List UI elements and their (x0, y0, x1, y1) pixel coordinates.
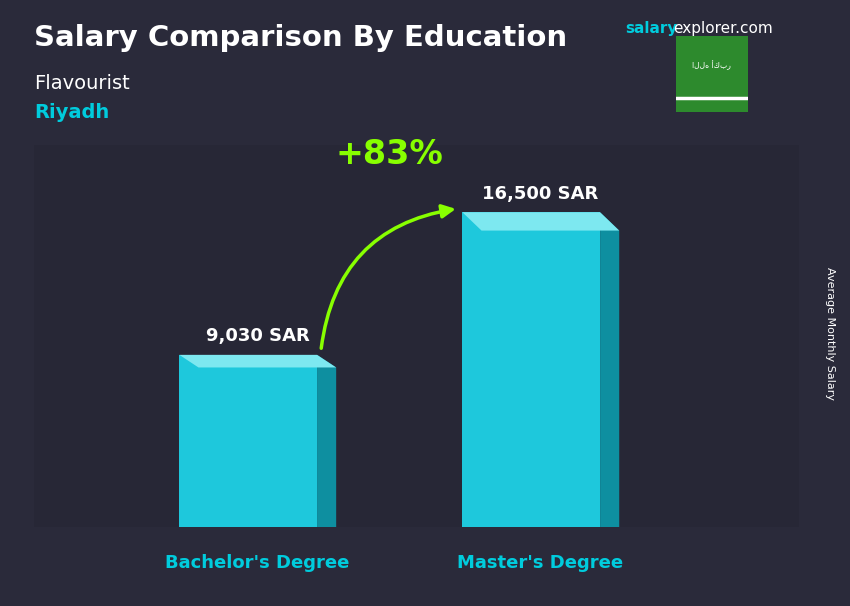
Text: Flavourist: Flavourist (34, 74, 130, 93)
Polygon shape (317, 355, 336, 527)
Text: 16,500 SAR: 16,500 SAR (482, 185, 598, 202)
Text: Salary Comparison By Education: Salary Comparison By Education (34, 24, 567, 52)
Text: Riyadh: Riyadh (34, 103, 110, 122)
Text: 9,030 SAR: 9,030 SAR (206, 327, 309, 345)
Text: salary: salary (625, 21, 677, 36)
Text: explorer.com: explorer.com (673, 21, 773, 36)
Text: +83%: +83% (336, 139, 444, 171)
Polygon shape (179, 355, 336, 367)
Polygon shape (462, 212, 619, 230)
Polygon shape (179, 355, 317, 527)
Text: Average Monthly Salary: Average Monthly Salary (824, 267, 835, 400)
Text: Bachelor's Degree: Bachelor's Degree (165, 554, 349, 572)
Polygon shape (600, 212, 619, 527)
Text: الله أكبر: الله أكبر (693, 60, 731, 70)
Polygon shape (462, 212, 600, 527)
Text: Master's Degree: Master's Degree (457, 554, 624, 572)
